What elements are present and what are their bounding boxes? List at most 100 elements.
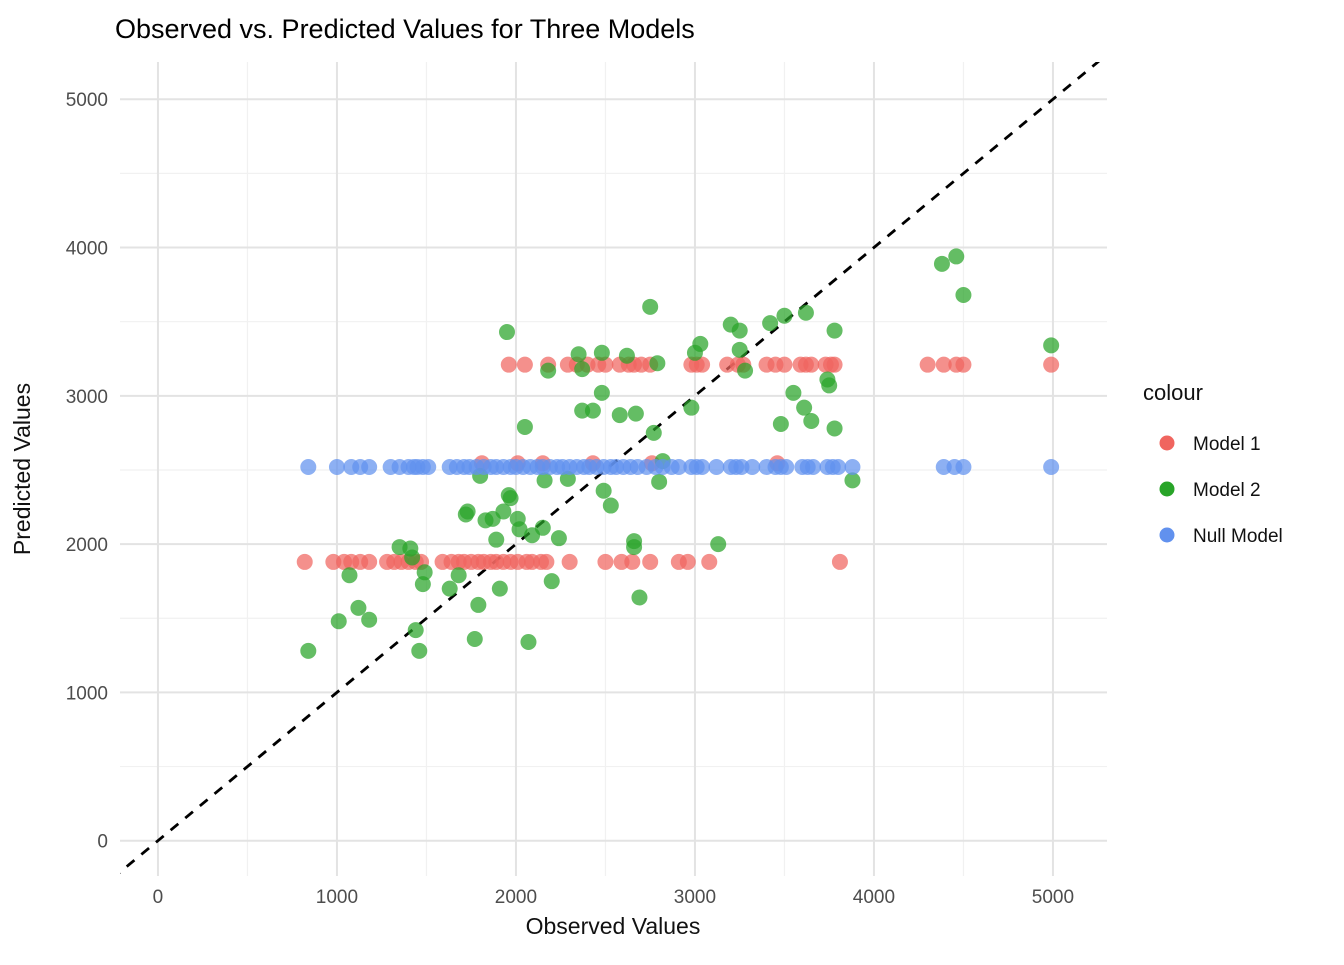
data-point-model-2	[584, 402, 601, 419]
data-point-model-2	[495, 503, 512, 520]
data-point-model-2	[692, 335, 709, 352]
data-point-null-model	[694, 458, 711, 475]
data-point-model-2	[450, 567, 467, 584]
data-point-model-2	[416, 564, 433, 581]
legend-label-null-model: Null Model	[1193, 526, 1283, 547]
points-layer	[296, 248, 1060, 659]
data-point-model-2	[762, 315, 779, 332]
data-point-model-2	[651, 473, 668, 490]
data-point-model-2	[772, 415, 789, 432]
data-point-model-2	[1043, 337, 1060, 354]
data-point-model-2	[776, 307, 793, 324]
data-point-model-2	[626, 539, 643, 556]
x-tick-label: 1000	[316, 887, 358, 908]
data-point-null-model	[844, 458, 861, 475]
data-point-model-2	[642, 298, 659, 315]
data-point-model-2	[683, 399, 700, 416]
data-point-model-1	[597, 553, 614, 570]
data-point-model-2	[411, 642, 428, 659]
data-point-model-2	[785, 384, 802, 401]
data-point-model-1	[776, 356, 793, 373]
data-point-null-model	[1043, 458, 1060, 475]
data-point-model-1	[500, 356, 517, 373]
data-point-model-2	[803, 413, 820, 430]
data-point-model-2	[955, 286, 972, 303]
data-point-model-2	[341, 567, 358, 584]
y-axis-tick-labels: 0 1000 2000 3000 4000 5000	[66, 90, 108, 852]
data-point-model-1	[538, 553, 555, 570]
data-point-model-2	[796, 399, 813, 416]
data-point-model-1	[694, 356, 711, 373]
data-point-model-1	[935, 356, 952, 373]
data-point-model-2	[618, 347, 635, 364]
data-point-null-model	[778, 458, 795, 475]
data-point-model-2	[407, 622, 424, 639]
legend-title: colour	[1143, 380, 1203, 405]
data-point-model-2	[470, 596, 487, 613]
y-tick-label: 1000	[66, 683, 108, 704]
data-point-model-1	[826, 356, 843, 373]
data-point-model-1	[679, 553, 696, 570]
data-point-model-2	[593, 384, 610, 401]
data-point-model-1	[919, 356, 936, 373]
x-tick-label: 2000	[495, 887, 537, 908]
data-point-model-2	[491, 580, 508, 597]
data-point-model-2	[330, 613, 347, 630]
data-point-model-1	[955, 356, 972, 373]
data-point-model-2	[731, 341, 748, 358]
data-point-null-model	[670, 458, 687, 475]
data-point-model-2	[516, 418, 533, 435]
data-point-null-model	[361, 458, 378, 475]
y-tick-label: 3000	[66, 387, 108, 408]
y-axis-title: Predicted Values	[9, 383, 35, 555]
data-point-model-1	[701, 553, 718, 570]
data-point-null-model	[300, 458, 317, 475]
y-tick-label: 4000	[66, 239, 108, 260]
legend-label-model-2: Model 2	[1193, 480, 1261, 501]
legend: colour Model 1 Model 2 Null Model	[1143, 380, 1283, 547]
data-point-model-2	[602, 497, 619, 514]
data-point-null-model	[744, 458, 761, 475]
data-point-model-2	[844, 472, 861, 489]
data-point-model-2	[361, 611, 378, 628]
data-point-model-2	[593, 344, 610, 361]
data-point-model-2	[498, 324, 515, 341]
data-point-model-1	[624, 553, 641, 570]
data-point-model-1	[361, 553, 378, 570]
data-point-model-2	[627, 405, 644, 422]
data-point-null-model	[328, 458, 345, 475]
x-axis-tick-labels: 0 1000 2000 3000 4000 5000	[153, 887, 1074, 908]
legend-entry-null-model: Null Model	[1159, 526, 1283, 547]
y-tick-label: 0	[97, 832, 108, 853]
x-tick-label: 5000	[1032, 887, 1074, 908]
data-point-model-2	[543, 573, 560, 590]
data-point-model-1	[296, 553, 313, 570]
data-point-model-2	[574, 361, 591, 378]
data-point-model-2	[414, 576, 431, 593]
y-tick-label: 2000	[66, 535, 108, 556]
data-point-model-2	[534, 519, 551, 536]
data-point-model-2	[459, 503, 476, 520]
data-point-model-2	[731, 322, 748, 339]
data-point-model-2	[631, 589, 648, 606]
data-point-model-1	[831, 553, 848, 570]
x-tick-label: 3000	[674, 887, 716, 908]
y-tick-label: 5000	[66, 90, 108, 111]
chart-title: Observed vs. Predicted Values for Three …	[115, 14, 695, 44]
legend-key-model-1-icon	[1159, 435, 1175, 451]
data-point-model-2	[488, 531, 505, 548]
x-axis-title: Observed Values	[526, 913, 701, 939]
data-point-null-model	[708, 458, 725, 475]
data-point-model-2	[404, 549, 421, 566]
x-tick-label: 4000	[853, 887, 895, 908]
legend-label-model-1: Model 1	[1193, 434, 1261, 455]
data-point-model-2	[611, 407, 628, 424]
data-point-model-2	[595, 482, 612, 499]
data-point-model-2	[649, 355, 666, 372]
data-point-model-1	[642, 553, 659, 570]
legend-key-model-2-icon	[1159, 481, 1175, 497]
legend-entry-model-1: Model 1	[1159, 434, 1261, 455]
data-point-model-2	[737, 362, 754, 379]
